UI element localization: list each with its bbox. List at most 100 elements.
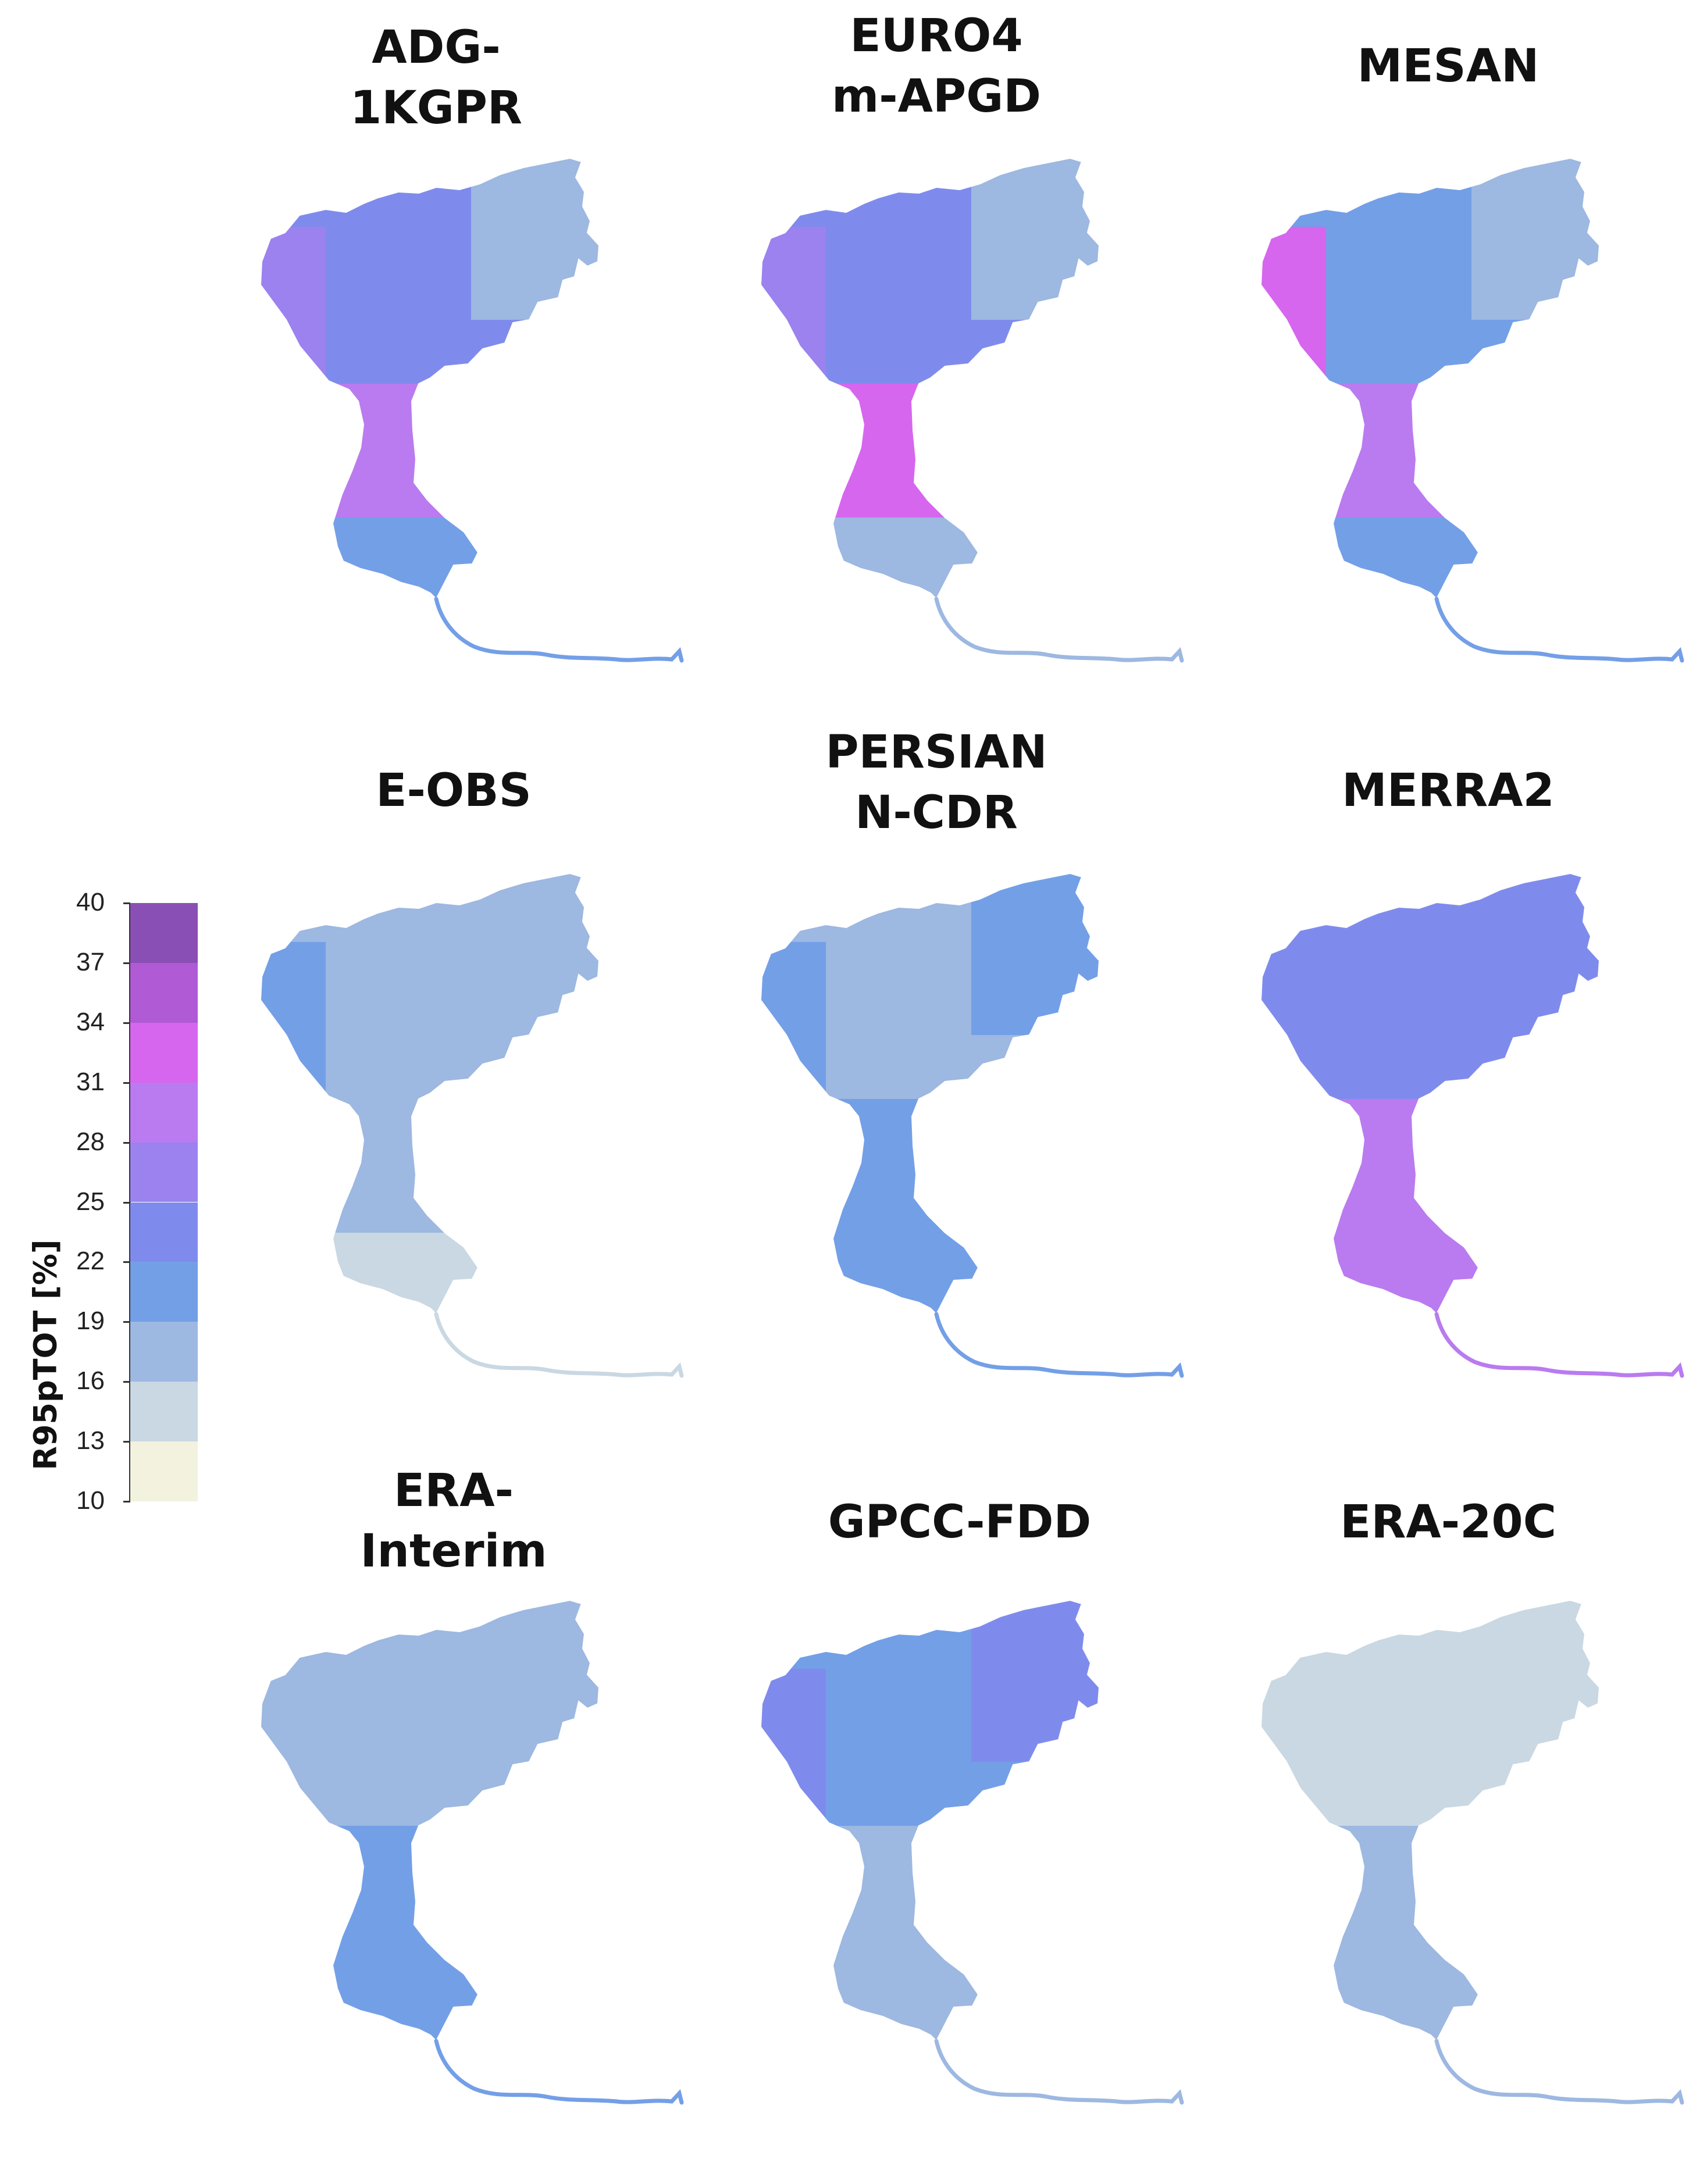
colorbar-tick-label: 13 bbox=[76, 1426, 105, 1455]
map-adg-1kgpr bbox=[259, 157, 684, 663]
colorbar-tick-mark bbox=[123, 1141, 130, 1144]
colorbar-tick-label: 37 bbox=[76, 947, 105, 976]
colorbar-band bbox=[130, 903, 198, 963]
basin-outline bbox=[259, 157, 600, 600]
panel-title-persiann-cdr: PERSIAN N-CDR bbox=[825, 726, 1047, 839]
region-delta bbox=[261, 518, 599, 599]
basin-fill bbox=[1261, 873, 1599, 1314]
colorbar-tick-mark bbox=[123, 1261, 130, 1264]
region-west bbox=[761, 942, 826, 1099]
colorbar-band bbox=[130, 1382, 198, 1442]
region-south bbox=[761, 1099, 1099, 1233]
region-delta bbox=[761, 1960, 1099, 2041]
basin-fill bbox=[261, 873, 599, 1314]
region-northeast bbox=[1471, 158, 1599, 320]
river-channel bbox=[434, 597, 684, 663]
colorbar-band bbox=[130, 1322, 198, 1382]
region-delta bbox=[761, 1233, 1099, 1314]
basin-fill bbox=[261, 158, 599, 599]
map-era-20c bbox=[1260, 1599, 1684, 2105]
region-south bbox=[261, 1826, 599, 1960]
basin-fill bbox=[261, 1600, 599, 2041]
panel-title-mesan: MESAN bbox=[1357, 40, 1539, 92]
region-south bbox=[1261, 384, 1599, 518]
colorbar-tick-label: 22 bbox=[76, 1247, 105, 1276]
region-south bbox=[261, 1099, 599, 1233]
colorbar-tick-mark bbox=[123, 1022, 130, 1024]
map-e-obs bbox=[259, 872, 684, 1378]
region-south bbox=[1261, 1099, 1599, 1233]
river-channel bbox=[1434, 1312, 1684, 1378]
basin-outline bbox=[1260, 1599, 1601, 2042]
river-channel bbox=[1434, 597, 1684, 663]
region-delta bbox=[1261, 518, 1599, 599]
panel-title-euro4-m-apgd: EURO4 m-APGD bbox=[832, 10, 1041, 123]
basin-outline bbox=[760, 872, 1100, 1315]
panel-title-merra2: MERRA2 bbox=[1342, 765, 1555, 817]
region-west bbox=[261, 942, 326, 1099]
basin-outline bbox=[259, 872, 600, 1315]
basin-outline bbox=[259, 1599, 600, 2042]
river-channel bbox=[1434, 2039, 1684, 2105]
river-channel bbox=[434, 2039, 684, 2105]
colorbar-tick-mark bbox=[123, 1381, 130, 1383]
colorbar-tick-label: 25 bbox=[76, 1187, 105, 1216]
colorbar-band bbox=[130, 1142, 198, 1202]
panel-title-era-20c: ERA-20C bbox=[1340, 1496, 1556, 1548]
basin-outline bbox=[1260, 872, 1601, 1315]
region-northeast bbox=[971, 158, 1099, 320]
basin-outline bbox=[1260, 157, 1601, 600]
region-delta bbox=[1261, 1233, 1599, 1314]
panel-title-era-interim: ERA- Interim bbox=[360, 1465, 547, 1578]
map-merra2 bbox=[1260, 872, 1684, 1378]
map-gpcc-fdd bbox=[760, 1599, 1184, 2105]
map-era-interim bbox=[259, 1599, 684, 2105]
region-south bbox=[261, 384, 599, 518]
region-west bbox=[761, 227, 826, 384]
region-west bbox=[261, 1669, 326, 1826]
colorbar-band bbox=[130, 1202, 198, 1262]
colorbar-band bbox=[130, 962, 198, 1023]
basin-fill bbox=[1261, 158, 1599, 599]
colorbar-tick-mark bbox=[123, 1321, 130, 1323]
region-west bbox=[1261, 227, 1326, 384]
colorbar-tick-label: 10 bbox=[76, 1486, 105, 1515]
colorbar-title: R95pTOT [%] bbox=[27, 1239, 64, 1471]
region-west bbox=[761, 1669, 826, 1826]
river-channel bbox=[434, 1312, 684, 1378]
basin-outline bbox=[760, 1599, 1100, 2042]
colorbar-tick-mark bbox=[123, 1501, 130, 1503]
panel-title-gpcc-fdd: GPCC-FDD bbox=[828, 1496, 1092, 1548]
basin-fill bbox=[1261, 1600, 1599, 2041]
map-euro4-m-apgd bbox=[760, 157, 1184, 663]
colorbar-tick-mark bbox=[123, 962, 130, 964]
river-channel bbox=[934, 2039, 1184, 2105]
region-delta bbox=[1261, 1960, 1599, 2041]
river-channel bbox=[934, 1312, 1184, 1378]
colorbar-band bbox=[130, 1082, 198, 1143]
panel-title-adg-1kgpr: ADG- 1KGPR bbox=[350, 22, 522, 134]
colorbar-tick-mark bbox=[123, 902, 130, 904]
region-northeast bbox=[971, 873, 1099, 1035]
region-northeast bbox=[1471, 1600, 1599, 1762]
map-persiann-cdr bbox=[760, 872, 1184, 1378]
region-northeast bbox=[471, 158, 599, 320]
colorbar-tick-label: 31 bbox=[76, 1067, 105, 1096]
region-south bbox=[1261, 1826, 1599, 1960]
colorbar-band bbox=[130, 1262, 198, 1322]
colorbar-tick-label: 19 bbox=[76, 1307, 105, 1336]
region-delta bbox=[761, 518, 1099, 599]
colorbar-tick-mark bbox=[123, 1201, 130, 1204]
colorbar-tick-label: 34 bbox=[76, 1007, 105, 1036]
region-west bbox=[1261, 1669, 1326, 1826]
colorbar-tick-mark bbox=[123, 1082, 130, 1084]
region-northeast bbox=[471, 873, 599, 1035]
basin-fill bbox=[761, 1600, 1099, 2041]
basin-outline bbox=[760, 157, 1100, 600]
region-west bbox=[1261, 942, 1326, 1099]
region-south bbox=[761, 1826, 1099, 1960]
colorbar-tick-label: 28 bbox=[76, 1127, 105, 1156]
region-delta bbox=[261, 1233, 599, 1314]
panel-title-e-obs: E-OBS bbox=[376, 765, 532, 817]
region-delta bbox=[261, 1960, 599, 2041]
